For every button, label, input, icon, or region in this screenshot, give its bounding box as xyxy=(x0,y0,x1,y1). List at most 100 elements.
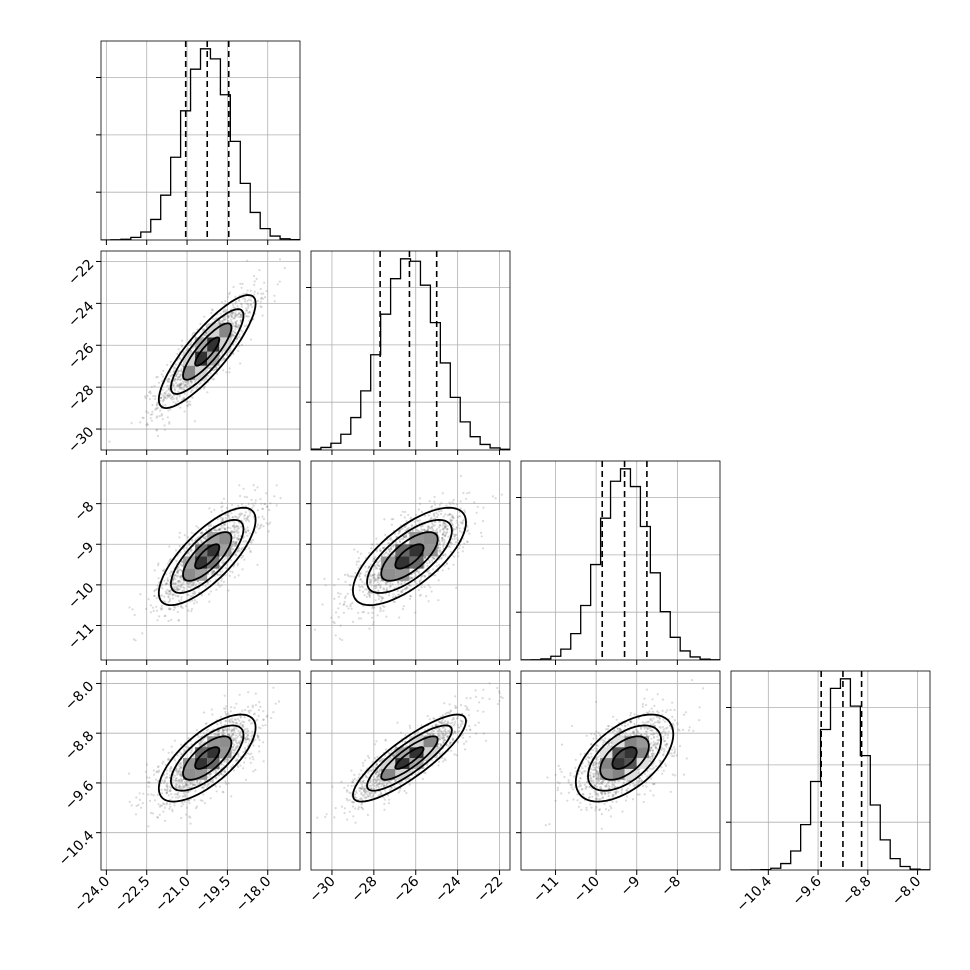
sample-point xyxy=(348,583,351,587)
sample-point xyxy=(230,512,233,515)
sample-point xyxy=(443,534,446,537)
sample-point xyxy=(235,525,238,528)
sample-point xyxy=(377,576,380,579)
sample-point xyxy=(373,557,376,561)
sample-point xyxy=(275,504,278,507)
sample-point xyxy=(185,783,188,786)
sample-point xyxy=(230,315,233,318)
sample-point xyxy=(341,638,344,642)
sample-point xyxy=(190,531,193,534)
sample-point xyxy=(201,786,204,789)
sample-point xyxy=(262,517,266,521)
sample-point xyxy=(146,394,149,397)
sample-point xyxy=(213,571,216,574)
sample-point xyxy=(423,529,426,532)
sample-point xyxy=(441,524,444,527)
sample-point xyxy=(157,564,160,567)
sample-point xyxy=(224,316,227,319)
sample-point xyxy=(167,601,170,604)
sample-point xyxy=(350,575,354,578)
sample-point xyxy=(234,312,237,315)
sample-point xyxy=(247,304,250,307)
sample-point xyxy=(183,786,187,789)
sample-point xyxy=(235,326,238,329)
sample-point xyxy=(234,340,237,343)
sample-point xyxy=(405,520,408,523)
sample-point xyxy=(151,812,154,815)
density-cell xyxy=(409,556,424,569)
sample-point xyxy=(441,537,444,540)
sample-point xyxy=(186,404,189,408)
sample-point xyxy=(236,537,239,540)
sample-point xyxy=(456,537,459,540)
sample-point xyxy=(273,495,276,498)
sample-point xyxy=(188,553,191,556)
sample-point xyxy=(164,788,167,791)
sample-point xyxy=(167,380,170,383)
sample-point xyxy=(240,305,243,308)
contour-2sigma xyxy=(351,506,467,607)
sample-point xyxy=(231,329,234,332)
sample-point xyxy=(252,504,255,507)
sample-point xyxy=(421,528,424,532)
sample-point xyxy=(223,732,226,735)
sample-point xyxy=(371,616,374,619)
sample-point xyxy=(267,523,270,526)
sample-point xyxy=(236,529,239,532)
sample-point xyxy=(283,267,286,270)
sample-point xyxy=(164,396,167,399)
sample-point xyxy=(374,599,377,602)
sample-point xyxy=(180,743,183,746)
sample-point xyxy=(232,565,235,568)
sample-point xyxy=(376,574,379,577)
sample-point xyxy=(182,589,185,592)
sample-point xyxy=(148,391,151,394)
sample-point xyxy=(383,553,386,556)
sample-point xyxy=(213,529,216,532)
sample-point xyxy=(155,429,158,432)
sample-point xyxy=(259,705,262,709)
sample-point xyxy=(365,588,368,591)
sample-point xyxy=(437,579,440,582)
sample-point xyxy=(443,538,446,542)
sample-point xyxy=(163,595,166,598)
sample-point xyxy=(253,293,256,296)
sample-point xyxy=(220,763,223,766)
sample-point xyxy=(209,580,212,583)
sample-point xyxy=(417,572,420,575)
sample-point xyxy=(368,627,371,630)
sample-point xyxy=(225,705,228,708)
sample-point xyxy=(428,525,431,528)
sample-point xyxy=(411,576,414,580)
sample-point xyxy=(236,324,239,328)
sample-point xyxy=(174,583,177,586)
sample-point xyxy=(237,504,240,507)
sample-point xyxy=(403,525,407,529)
sample-point xyxy=(182,582,185,585)
sample-point xyxy=(191,396,194,399)
sample-point xyxy=(203,334,206,337)
sample-point xyxy=(232,749,235,752)
sample-point xyxy=(442,542,445,545)
sample-point xyxy=(175,363,178,366)
sample-point xyxy=(180,574,183,578)
sample-point xyxy=(162,396,165,400)
sample-point xyxy=(223,527,226,531)
sample-point xyxy=(430,516,433,520)
sample-point xyxy=(240,315,243,318)
sample-point xyxy=(196,385,199,388)
sample-point xyxy=(259,524,262,528)
sample-point xyxy=(231,312,235,315)
sample-point xyxy=(368,565,371,568)
sample-point xyxy=(182,382,185,385)
sample-point xyxy=(209,372,212,375)
sample-point xyxy=(221,517,224,520)
sample-point xyxy=(175,793,178,796)
sample-point xyxy=(369,578,372,581)
sample-point xyxy=(368,594,371,597)
sample-point xyxy=(454,528,457,531)
sample-point xyxy=(184,380,187,384)
sample-point xyxy=(166,579,169,582)
sample-point xyxy=(228,728,231,732)
sample-point xyxy=(163,615,166,618)
